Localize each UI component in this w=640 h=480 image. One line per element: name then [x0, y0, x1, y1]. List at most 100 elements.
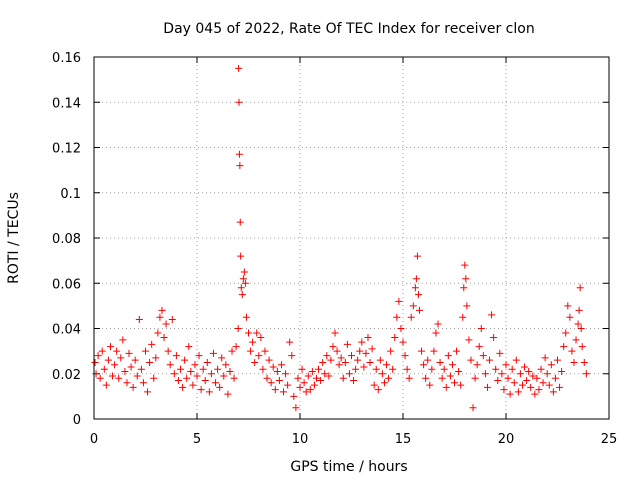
data-point: [578, 343, 586, 351]
data-point: [436, 358, 444, 366]
data-point: [261, 347, 269, 355]
data-point: [378, 370, 386, 378]
data-point: [253, 329, 261, 337]
data-point: [226, 367, 234, 375]
data-point: [325, 372, 333, 380]
x-tick-label: 20: [498, 432, 515, 447]
data-point: [265, 356, 273, 364]
data-point: [414, 291, 422, 299]
data-point: [391, 334, 399, 342]
data-point: [412, 275, 420, 283]
data-point: [360, 363, 368, 371]
data-point: [494, 377, 502, 385]
data-point: [566, 313, 574, 321]
data-point: [197, 386, 205, 394]
data-point: [142, 347, 149, 355]
plot-frame: [93, 56, 610, 420]
data-point: [411, 284, 419, 292]
data-point: [473, 361, 481, 369]
data-point: [224, 390, 232, 398]
data-point: [168, 315, 176, 323]
data-point: [409, 302, 417, 310]
data-point: [164, 347, 172, 355]
data-point: [263, 374, 271, 382]
data-point: [529, 372, 537, 380]
data-point: [327, 356, 335, 364]
data-point: [237, 252, 245, 260]
data-point: [352, 365, 360, 373]
data-point: [292, 404, 300, 412]
data-point: [135, 315, 143, 323]
data-point: [98, 347, 106, 355]
data-point: [205, 388, 213, 396]
data-point: [317, 377, 325, 385]
data-point: [106, 343, 114, 351]
data-point: [399, 338, 407, 346]
data-point: [96, 374, 104, 382]
data-point: [345, 370, 353, 378]
data-point: [174, 377, 182, 385]
data-point: [385, 374, 393, 382]
data-point: [477, 325, 485, 332]
data-point: [212, 379, 220, 387]
data-point: [329, 343, 337, 351]
data-point: [580, 358, 588, 366]
data-point: [230, 374, 238, 382]
data-point: [422, 374, 430, 382]
data-point: [337, 354, 345, 362]
data-point: [368, 345, 376, 353]
data-point: [162, 320, 170, 328]
data-point: [457, 381, 465, 389]
data-point: [304, 372, 312, 380]
data-point: [144, 388, 152, 396]
data-point: [236, 162, 244, 170]
data-point: [465, 336, 473, 344]
data-point: [300, 379, 308, 387]
data-point: [498, 370, 506, 378]
data-point: [350, 377, 358, 385]
data-point: [288, 352, 296, 360]
data-point: [448, 361, 456, 369]
data-point: [201, 377, 209, 385]
data-point: [527, 383, 535, 391]
data-point: [335, 361, 343, 369]
data-point: [523, 377, 531, 385]
data-point: [453, 347, 461, 355]
data-point: [438, 374, 446, 382]
data-point: [139, 379, 147, 387]
data-point: [239, 275, 247, 283]
data-point: [216, 383, 224, 391]
data-point: [504, 374, 512, 382]
data-point: [467, 356, 475, 364]
data-point: [259, 365, 267, 373]
data-point: [247, 347, 255, 355]
data-point: [133, 372, 141, 380]
y-tick-label: 0.14: [52, 96, 81, 111]
data-point: [117, 354, 125, 362]
data-point: [537, 365, 545, 373]
data-point: [111, 361, 119, 369]
data-point: [413, 252, 421, 260]
data-point: [222, 361, 230, 369]
data-point: [234, 325, 242, 332]
data-point: [545, 381, 553, 389]
data-point: [418, 347, 426, 355]
data-point: [152, 354, 160, 362]
data-point: [187, 367, 195, 375]
data-point: [506, 390, 514, 398]
data-point: [582, 370, 590, 378]
data-point: [481, 370, 489, 378]
data-point: [290, 392, 298, 400]
data-point: [220, 372, 228, 380]
x-tick-label: 15: [395, 432, 412, 447]
x-tick-label: 10: [292, 432, 309, 447]
data-point: [387, 347, 395, 355]
data-point: [277, 361, 285, 369]
data-point: [405, 374, 413, 382]
data-point: [343, 340, 351, 348]
grid-lines: [94, 57, 609, 419]
data-point: [310, 381, 318, 389]
data-point: [496, 349, 504, 357]
data-point: [525, 367, 533, 375]
data-point: [341, 358, 349, 366]
